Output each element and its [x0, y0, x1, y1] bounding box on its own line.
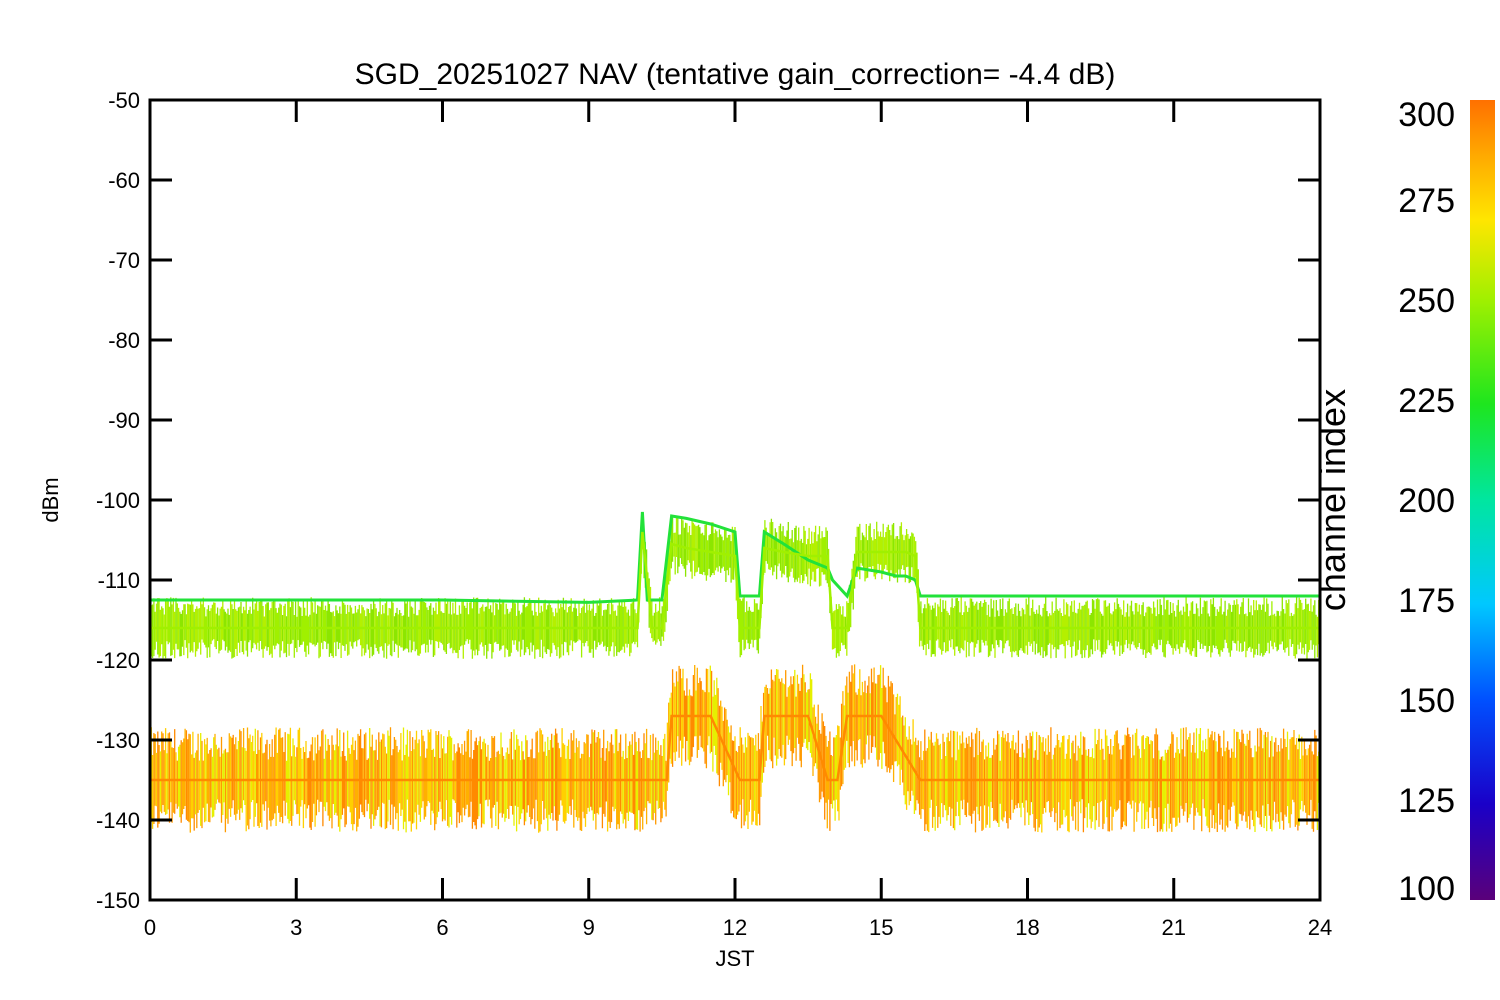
colorbar-tick-label: 150: [1398, 682, 1455, 720]
y-tick-label: -130: [96, 728, 140, 753]
colorbar-tick-label: 100: [1398, 870, 1455, 908]
x-tick-label: 0: [144, 915, 156, 940]
y-tick-label: -140: [96, 808, 140, 833]
y-axis: -50 -60 -70 -80 -90 -100 -110 -120 -130 -140 -150: [96, 88, 1320, 913]
colorbar-tick-label: 275: [1398, 182, 1455, 220]
y-tick-label: -70: [108, 248, 140, 273]
y-tick-label: -120: [96, 648, 140, 673]
colorbar-tick-label: 125: [1398, 782, 1455, 820]
y-tick-label: -110: [98, 568, 140, 593]
series-line-2: [150, 714, 1320, 782]
colorbar-tick-label: 200: [1398, 482, 1455, 520]
x-tick-label: 3: [290, 915, 302, 940]
x-axis: 0 3 6 9 12 15 18 21 24: [144, 100, 1332, 940]
x-tick-label: 9: [583, 915, 595, 940]
series-line-1: [150, 531, 1320, 630]
y-tick-label: -90: [108, 408, 140, 433]
colorbar: [1470, 100, 1495, 900]
chart-title: SGD_20251027 NAV (tentative gain_correct…: [355, 58, 1116, 91]
series-layer: [150, 511, 1320, 782]
colorbar-label: channel index: [1312, 389, 1353, 611]
x-tick-label: 12: [723, 915, 747, 940]
x-axis-label: JST: [715, 946, 754, 971]
colorbar-tick-label: 250: [1398, 282, 1455, 320]
x-tick-label: 24: [1308, 915, 1332, 940]
y-axis-label: dBm: [38, 477, 63, 522]
y-tick-label: -80: [108, 328, 140, 353]
colorbar-tick-label: 175: [1398, 582, 1455, 620]
colorbar-tick-label: 300: [1398, 96, 1455, 134]
y-tick-label: -50: [108, 88, 140, 113]
colorbar-ticks: 300 275 250 225 200 175 150 125 100: [1398, 96, 1455, 908]
x-tick-label: 6: [436, 915, 448, 940]
x-tick-label: 18: [1015, 915, 1039, 940]
y-tick-label: -150: [96, 888, 140, 913]
x-tick-label: 15: [869, 915, 893, 940]
y-tick-label: -100: [96, 488, 140, 513]
y-tick-label: -60: [108, 168, 140, 193]
colorbar-tick-label: 225: [1398, 382, 1455, 420]
x-tick-label: 21: [1162, 915, 1186, 940]
